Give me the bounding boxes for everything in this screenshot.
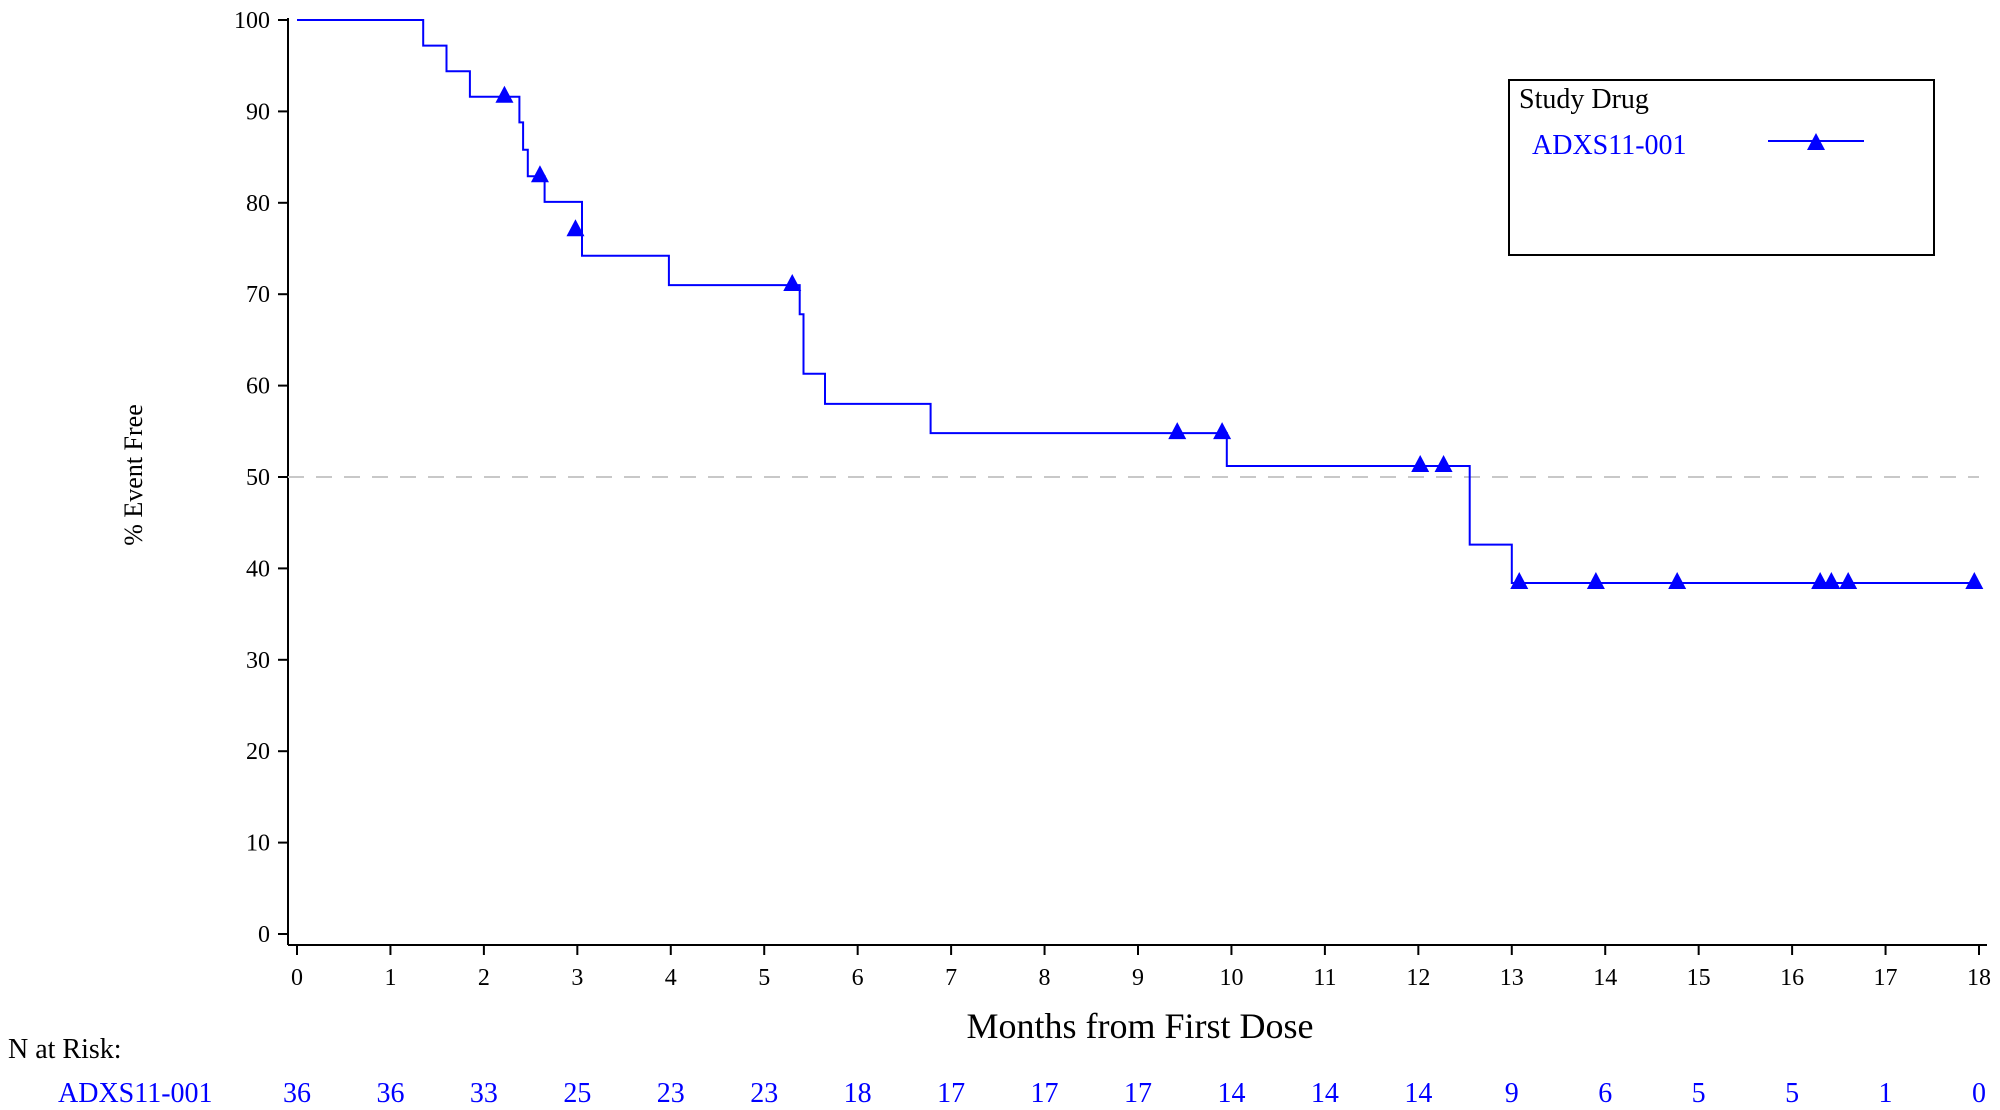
y-tick-label: 50 xyxy=(246,465,270,491)
risk-table-values: 36 36 33 25 23 23 18 17 17 17 14 14 14 9 6 5 5 1 0 xyxy=(283,1078,1986,1109)
risk-value: 17 xyxy=(1031,1078,1059,1109)
censor-marker xyxy=(495,85,514,103)
risk-value: 18 xyxy=(844,1078,872,1109)
censor-marker xyxy=(1213,422,1232,440)
y-tick-label: 20 xyxy=(246,739,270,765)
risk-value: 23 xyxy=(750,1078,778,1109)
risk-value: 0 xyxy=(1972,1078,1986,1109)
x-tick-label: 15 xyxy=(1687,965,1711,991)
censor-marker xyxy=(1668,572,1687,590)
risk-value: 36 xyxy=(376,1078,404,1109)
x-axis-label: Months from First Dose xyxy=(966,1006,1313,1046)
risk-value: 33 xyxy=(470,1078,498,1109)
legend-title: Study Drug xyxy=(1519,84,1649,115)
y-tick-label: 60 xyxy=(246,374,270,400)
y-tick-label: 70 xyxy=(246,282,270,308)
series-group xyxy=(297,19,1984,590)
legend-triangle-marker xyxy=(1807,133,1825,150)
y-tick-label: 10 xyxy=(246,831,270,857)
x-tick-label: 17 xyxy=(1874,965,1898,991)
censor-marker xyxy=(1168,422,1187,440)
censor-marker xyxy=(1434,455,1453,473)
x-tick-label: 9 xyxy=(1132,965,1144,991)
risk-value: 1 xyxy=(1879,1078,1893,1109)
censor-marker xyxy=(783,274,802,292)
x-tick-label: 4 xyxy=(665,965,677,991)
censor-marker xyxy=(1586,572,1605,590)
risk-value: 14 xyxy=(1311,1078,1339,1109)
risk-value: 23 xyxy=(657,1078,685,1109)
censor-marker xyxy=(1839,572,1858,590)
censor-marker xyxy=(1822,572,1841,590)
legend-box xyxy=(1508,79,1935,256)
censor-marker xyxy=(1965,572,1984,590)
x-tick-label: 8 xyxy=(1039,965,1051,991)
survival-step-line xyxy=(297,19,1975,584)
x-tick-label: 18 xyxy=(1967,965,1991,991)
legend: Study Drug ADXS11-001 xyxy=(1508,79,1935,256)
y-tick-label: 90 xyxy=(246,99,270,125)
y-tick-label: 80 xyxy=(246,191,270,217)
legend-entry-label: ADXS11-001 xyxy=(1532,130,1687,161)
y-tick-label: 0 xyxy=(258,922,270,948)
x-tick-label: 2 xyxy=(478,965,490,991)
risk-table-title: N at Risk: xyxy=(8,1034,122,1065)
x-axis-ticks: 0 1 2 3 4 5 6 7 8 9 10 11 12 13 14 15 16 17 18 xyxy=(291,945,1991,991)
risk-value: 5 xyxy=(1692,1078,1706,1109)
x-tick-label: 3 xyxy=(571,965,583,991)
y-axis-ticks: 0 10 20 30 40 50 60 70 80 90 100 xyxy=(234,8,288,948)
x-tick-label: 7 xyxy=(945,965,957,991)
x-tick-label: 12 xyxy=(1406,965,1430,991)
censor-marker xyxy=(1510,572,1529,590)
y-tick-label: 100 xyxy=(234,8,270,34)
y-axis-label: % Event Free xyxy=(119,404,148,546)
censor-marker xyxy=(530,165,549,183)
x-tick-label: 0 xyxy=(291,965,303,991)
x-tick-label: 6 xyxy=(852,965,864,991)
x-tick-label: 10 xyxy=(1219,965,1243,991)
risk-value: 9 xyxy=(1505,1078,1519,1109)
risk-table-row-label: ADXS11-001 xyxy=(58,1078,213,1109)
y-tick-label: 30 xyxy=(246,648,270,674)
risk-table: N at Risk: ADXS11-001 36 36 33 25 23 23 18 17 17… xyxy=(8,1034,1986,1109)
risk-value: 14 xyxy=(1404,1078,1432,1109)
risk-value: 17 xyxy=(1124,1078,1152,1109)
x-tick-label: 1 xyxy=(384,965,396,991)
x-tick-label: 13 xyxy=(1500,965,1524,991)
y-tick-label: 40 xyxy=(246,556,270,582)
risk-value: 14 xyxy=(1217,1078,1245,1109)
risk-value: 17 xyxy=(937,1078,965,1109)
risk-value: 6 xyxy=(1598,1078,1612,1109)
risk-value: 25 xyxy=(563,1078,591,1109)
risk-value: 36 xyxy=(283,1078,311,1109)
x-tick-label: 14 xyxy=(1593,965,1617,991)
x-tick-label: 16 xyxy=(1780,965,1804,991)
x-tick-label: 11 xyxy=(1313,965,1336,991)
risk-value: 5 xyxy=(1785,1078,1799,1109)
censor-marker xyxy=(566,219,585,237)
x-tick-label: 5 xyxy=(758,965,770,991)
censor-marker xyxy=(1411,455,1430,473)
